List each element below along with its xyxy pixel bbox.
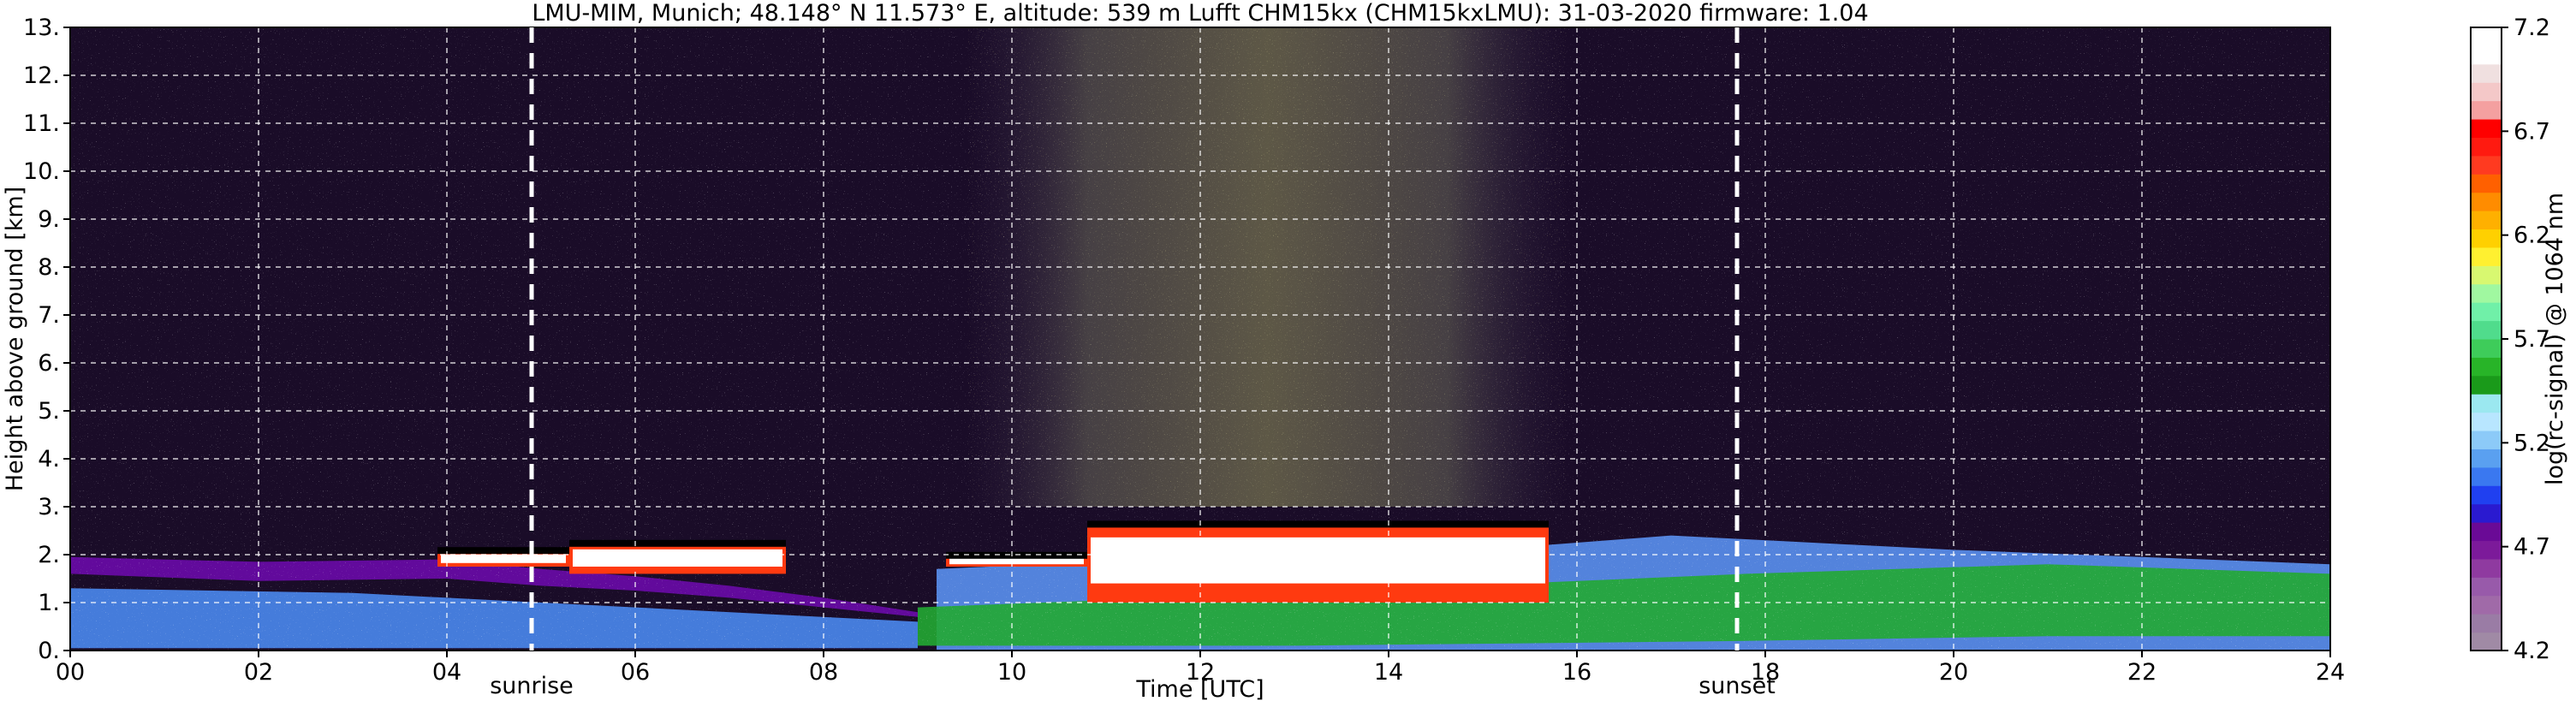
colorbar-ticks: 4.2 4.7 5.2 5.7 6.2 6.7 7.2: [2502, 15, 2550, 664]
y-tick-label: 2.: [38, 542, 60, 568]
colorbar-segment: [2471, 82, 2502, 102]
x-tick-label: 10: [997, 659, 1026, 686]
y-tick-label: 8.: [38, 254, 60, 281]
y-tick-label: 3.: [38, 494, 60, 520]
x-tick-label: 06: [621, 659, 650, 686]
colorbar-segment: [2471, 283, 2502, 303]
cloud-top-0: [437, 547, 569, 555]
colorbar-segment: [2471, 503, 2502, 523]
y-tick-label: 12.: [23, 62, 60, 89]
colorbar-segment: [2471, 412, 2502, 431]
colorbar-tick-label: 7.2: [2514, 15, 2550, 41]
cloud-core-3: [1091, 537, 1545, 584]
colorbar-segment: [2471, 577, 2502, 597]
colorbar-segment: [2471, 394, 2502, 413]
colorbar-segment: [2471, 632, 2502, 651]
y-tick-label: 5.: [38, 398, 60, 425]
x-tick-label: 14: [1374, 659, 1403, 686]
colorbar-segment: [2471, 137, 2502, 157]
y-tick-label: 0.: [38, 638, 60, 664]
y-tick-label: 4.: [38, 446, 60, 472]
colorbar-segment: [2471, 155, 2502, 175]
sun-markers: sunrise sunset: [490, 27, 1776, 699]
x-tick-label: 20: [1939, 659, 1968, 686]
colorbar-segment: [2471, 174, 2502, 193]
y-tick-label: 1.: [38, 590, 60, 616]
y-tick-label: 9.: [38, 206, 60, 233]
colorbar-segment: [2471, 339, 2502, 358]
cloud-core-2: [949, 558, 1084, 565]
y-axis-label: Height above ground [km]: [2, 187, 28, 491]
chart-title: LMU-MIM, Munich; 48.148° N 11.573° E, al…: [532, 0, 1868, 27]
x-axis-label: Time [UTC]: [1135, 676, 1264, 703]
x-axis-ticks: 00 02 04 06 08 10 12 14 16 18 20 22 24: [56, 651, 2345, 686]
colorbar-tick-label: 5.7: [2514, 326, 2550, 353]
y-tick-label: 13.: [23, 15, 60, 41]
colorbar-label: log(rc-signal) @ 1064 nm: [2542, 193, 2568, 485]
cloud-top-1: [569, 539, 786, 547]
y-tick-label: 11.: [23, 110, 60, 137]
colorbar-segment: [2471, 558, 2502, 578]
sunrise-label: sunrise: [490, 673, 574, 699]
colorbar-segment: [2471, 100, 2502, 120]
colorbar-segment: [2471, 265, 2502, 285]
colorbar-tick-label: 6.7: [2514, 118, 2550, 145]
y-tick-label: 10.: [23, 158, 60, 185]
cloud-core-1: [573, 549, 782, 567]
x-tick-label: 04: [432, 659, 461, 686]
x-tick-label: 22: [2127, 659, 2157, 686]
x-tick-label: 08: [809, 659, 838, 686]
cloud-features: [437, 520, 1549, 603]
colorbar-segment: [2471, 431, 2502, 449]
colorbar-segment: [2471, 302, 2502, 322]
colorbar-segment: [2471, 119, 2502, 138]
x-tick-label: 16: [1562, 659, 1591, 686]
colorbar-segment: [2471, 485, 2502, 505]
cloud-core-0: [441, 554, 566, 563]
colorbar: [2471, 27, 2502, 651]
colorbar-segment: [2471, 466, 2502, 486]
colorbar-segment: [2471, 449, 2502, 468]
colorbar-segment: [2471, 595, 2502, 615]
colorbar-tick-label: 4.7: [2514, 534, 2550, 561]
colorbar-segment: [2471, 540, 2502, 560]
colorbar-segment: [2471, 320, 2502, 340]
colorbar-segment: [2471, 45, 2502, 65]
x-tick-label: 24: [2316, 659, 2345, 686]
y-axis-ticks: 0. 1. 2. 3. 4. 5. 6. 7. 8. 9. 10. 11. 12. 13.: [23, 15, 70, 664]
colorbar-segment: [2471, 63, 2502, 83]
y-tick-label: 6.: [38, 350, 60, 377]
colorbar-segment: [2471, 192, 2502, 211]
y-tick-label: 7.: [38, 302, 60, 329]
x-tick-label: 12: [1186, 659, 1215, 686]
x-tick-label: 00: [56, 659, 85, 686]
colorbar-tick-label: 6.2: [2514, 223, 2550, 249]
colorbar-segment: [2471, 27, 2502, 46]
x-tick-label: 02: [244, 659, 273, 686]
colorbar-segment: [2471, 375, 2502, 395]
colorbar-tick-label: 4.2: [2514, 638, 2550, 664]
grid-lines: [69, 27, 2331, 651]
colorbar-segment: [2471, 357, 2502, 377]
colorbar-segment: [2471, 211, 2502, 230]
cloud-top-3: [1087, 520, 1549, 528]
colorbar-segment: [2471, 229, 2502, 248]
colorbar-segment: [2471, 522, 2502, 542]
sunset-label: sunset: [1698, 673, 1776, 699]
x-tick-label: 18: [1751, 659, 1780, 686]
colorbar-tick-label: 5.2: [2514, 430, 2550, 456]
colorbar-segment: [2471, 247, 2502, 266]
cloud-top-2: [946, 551, 1087, 559]
colorbar-segment: [2471, 614, 2502, 633]
